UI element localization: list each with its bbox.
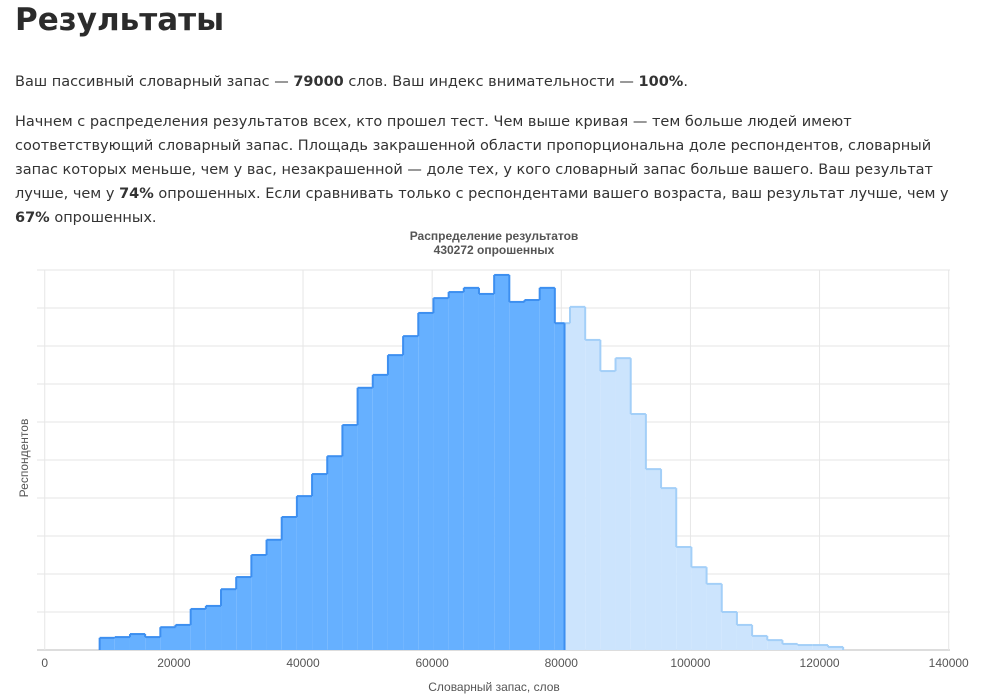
highlight: 79000 <box>293 74 344 90</box>
x-tick-label: 120000 <box>800 656 840 670</box>
chart-title: Распределение результатов <box>410 229 579 243</box>
paragraph: Начнем с распределения результатов всех,… <box>15 110 975 230</box>
bar <box>524 300 540 650</box>
bar <box>221 589 237 650</box>
bar <box>721 612 737 650</box>
bar <box>494 274 510 650</box>
text: Начнем с распределения результатов всех,… <box>15 114 933 202</box>
highlight: 67% <box>15 210 50 226</box>
bar <box>99 637 115 650</box>
bar <box>372 374 388 650</box>
bar <box>767 640 783 650</box>
bar <box>797 645 813 650</box>
bar <box>615 358 631 650</box>
bar <box>312 474 328 650</box>
bar <box>570 306 586 650</box>
bar <box>296 496 313 650</box>
bar <box>630 414 646 650</box>
bar <box>357 387 373 650</box>
bar <box>342 425 358 650</box>
x-tick-label: 60000 <box>415 656 449 670</box>
highlight: 74% <box>119 186 154 202</box>
bar <box>251 555 267 650</box>
bar <box>175 624 191 650</box>
bar <box>266 539 282 650</box>
text: Ваш пассивный словарный запас — <box>15 74 294 90</box>
page-title: Результаты <box>15 2 225 38</box>
x-tick-label: 140000 <box>929 656 969 670</box>
x-tick-label: 0 <box>41 656 48 670</box>
bar <box>812 645 828 650</box>
bar <box>403 336 419 650</box>
y-axis-label: Респондентов <box>17 419 31 498</box>
bar <box>433 298 449 650</box>
bar <box>691 567 707 650</box>
bar <box>478 293 495 650</box>
bar <box>509 301 525 650</box>
x-axis-label: Словарный запас, слов <box>428 680 560 694</box>
bar <box>661 488 677 650</box>
chart-subtitle: 430272 опрошенных <box>434 243 555 257</box>
bar <box>645 469 662 650</box>
bar <box>600 371 616 650</box>
bar <box>114 637 130 650</box>
bar <box>236 577 252 650</box>
highlight: 100% <box>638 74 684 90</box>
bar <box>539 287 555 650</box>
bar <box>554 323 565 650</box>
text: слов. Ваш индекс внимательности — <box>343 74 639 90</box>
bar <box>448 292 464 650</box>
x-tick-label: 100000 <box>670 656 710 670</box>
x-tick-label: 80000 <box>545 656 579 670</box>
bar <box>564 323 571 650</box>
bar <box>145 637 161 650</box>
x-tick-label: 40000 <box>286 656 320 670</box>
bar <box>129 634 146 650</box>
bar <box>190 608 206 650</box>
paragraph: Ваш пассивный словарный запас — 79000 сл… <box>15 70 975 94</box>
bar <box>752 635 768 650</box>
bar <box>676 547 692 650</box>
bar <box>463 287 479 650</box>
chart: Распределение результатов 430272 опрошен… <box>17 229 969 694</box>
text: опрошенных. <box>49 210 157 226</box>
bar <box>160 627 176 650</box>
bar <box>706 583 722 650</box>
bar <box>418 312 434 650</box>
bar <box>387 355 404 650</box>
text: опрошенных. Если сравнивать только с рес… <box>153 186 949 202</box>
bar <box>736 624 753 650</box>
bar <box>827 646 844 650</box>
x-tick-label: 20000 <box>157 656 191 670</box>
bar <box>327 456 343 650</box>
bar <box>205 605 222 650</box>
bar <box>281 517 297 650</box>
bar <box>585 339 601 650</box>
bar <box>782 643 798 650</box>
text: . <box>683 74 688 90</box>
